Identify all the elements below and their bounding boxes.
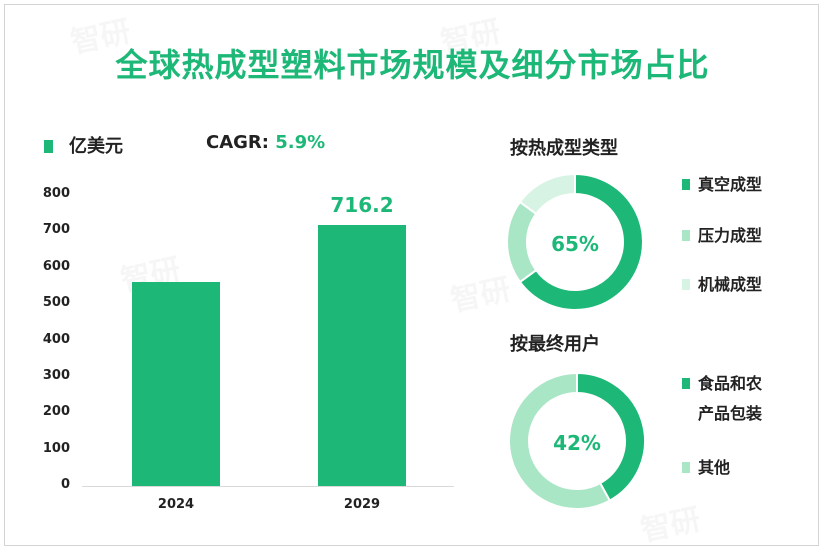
enduser-section-title: 按最终用户	[510, 334, 600, 355]
donut-legend-label: 食品和农	[698, 374, 763, 393]
bar-legend: 亿美元	[44, 132, 123, 158]
x-axis-line	[82, 486, 454, 487]
bar-2029	[318, 225, 406, 486]
legend-swatch	[682, 462, 690, 473]
cagr-label: CAGR: 5.9%	[206, 132, 325, 153]
type-donut-center-label: 65%	[551, 232, 599, 256]
y-tick-label: 300	[42, 367, 70, 383]
legend-swatch	[682, 179, 690, 190]
bar-data-label: 716.2	[330, 193, 394, 218]
donut-legend-label: 压力成型	[698, 226, 763, 245]
bar-2024	[132, 282, 220, 486]
type-donut-chart	[506, 172, 644, 311]
donut-legend-label: 其他	[698, 458, 731, 477]
y-tick-label: 600	[42, 258, 70, 274]
donut-legend-item: 真空成型	[682, 170, 762, 200]
donut-legend-item: 食品和农 产品包装	[682, 369, 762, 429]
y-tick-label: 200	[42, 404, 70, 420]
donut-slice-1	[518, 172, 644, 311]
y-tick-label: 100	[42, 440, 70, 456]
cagr-value: 5.9%	[275, 132, 326, 153]
legend-unit-label: 亿美元	[69, 136, 123, 157]
legend-swatch	[682, 378, 690, 389]
donut-legend-label: 机械成型	[698, 275, 763, 294]
donut-legend-label: 产品包装	[698, 404, 763, 423]
donut-legend-item: 压力成型	[682, 221, 762, 251]
y-tick-label: 500	[42, 295, 70, 311]
legend-swatch	[682, 279, 690, 290]
enduser-donut-center-label: 42%	[553, 431, 601, 455]
donut-legend-label: 真空成型	[698, 175, 763, 194]
page-title: 全球热成型塑料市场规模及细分市场占比	[115, 46, 710, 84]
y-tick-label: 800	[42, 186, 70, 201]
donut-slice-1	[576, 371, 646, 502]
cagr-prefix: CAGR:	[206, 132, 269, 153]
donut-legend-item: 机械成型	[682, 270, 762, 300]
legend-swatch	[44, 140, 53, 153]
y-tick-label: 400	[42, 331, 70, 347]
donut-slice-2	[508, 371, 612, 510]
donut-legend-item: 其他	[682, 453, 730, 483]
enduser-donut-chart	[508, 371, 646, 510]
type-section-title: 按热成型类型	[510, 138, 618, 159]
donut-slice-3	[518, 172, 576, 216]
legend-swatch	[682, 230, 690, 241]
y-tick-label: 700	[42, 222, 70, 238]
y-tick-label: 0	[60, 477, 70, 492]
x-tick-label: 2024	[157, 497, 195, 512]
x-tick-label: 2029	[343, 497, 381, 512]
